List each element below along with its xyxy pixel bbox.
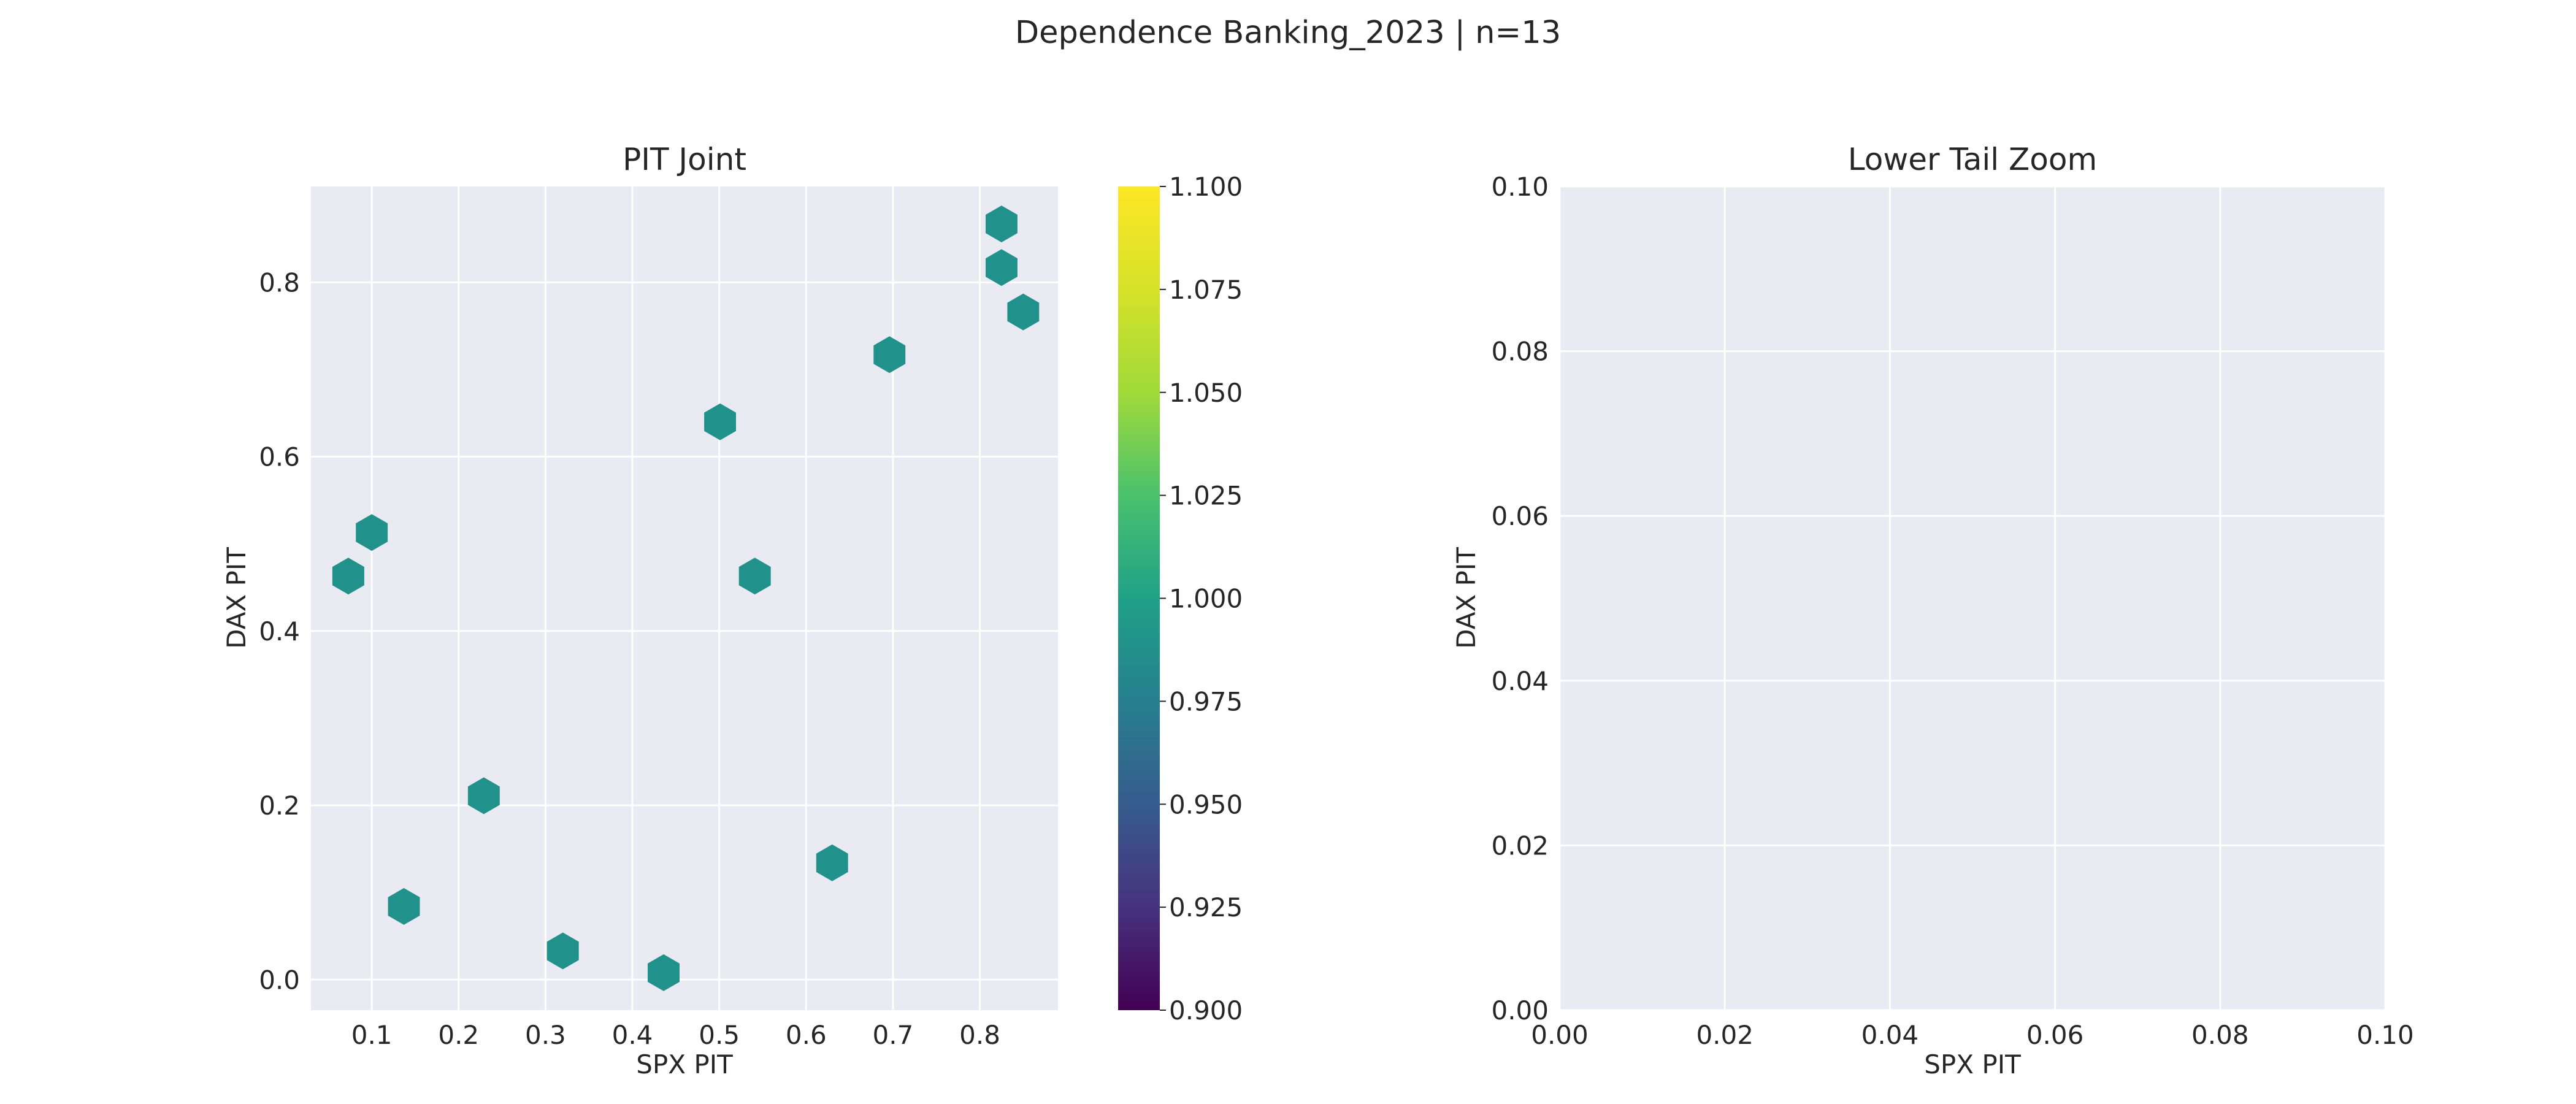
colorbar-tick-label: 1.000: [1169, 584, 1243, 614]
pit-joint-plot-area: [311, 186, 1058, 1010]
hexbin-cell: [873, 336, 906, 374]
left-x-tick-label: 0.2: [438, 1020, 479, 1050]
lower-tail-zoom-plot-area: [1560, 186, 2385, 1010]
right-y-tick-label: 0.08: [1491, 337, 1549, 367]
colorbar-tick-label: 0.975: [1169, 686, 1243, 716]
colorbar-tick-label: 1.100: [1169, 172, 1243, 202]
left-x-tick-label: 0.8: [959, 1020, 1000, 1050]
left-y-tick-label: 0.0: [259, 965, 300, 995]
hexbin-cell: [738, 558, 771, 595]
hexbin-cell: [816, 844, 848, 881]
pit-joint-panel: 0.1 0.2 0.3 0.4 0.5 0.6 0.7 0.8 0.0 0.2 0.4 0.6 0.8…: [221, 142, 1058, 1079]
right-x-tick-label: 0.04: [1861, 1020, 1919, 1050]
left-x-tick-label: 0.4: [612, 1020, 653, 1050]
hexbin-cell: [467, 777, 500, 815]
hexbin-cell: [332, 558, 364, 595]
lower-tail-zoom-x-label: SPX PIT: [1924, 1049, 2021, 1079]
lower-tail-zoom-y-label: DAX PIT: [1451, 547, 1481, 649]
left-y-tick-label: 0.8: [259, 267, 300, 297]
left-x-tick-label: 0.6: [786, 1020, 827, 1050]
left-y-tick-label: 0.4: [259, 616, 300, 646]
lower-tail-zoom-panel: 0.00 0.02 0.04 0.06 0.08 0.10 0.000.020.040.0…: [1451, 142, 2414, 1079]
lower-tail-zoom-grid: [1558, 185, 2386, 1011]
colorbar-ticks: 0.900 0.925 0.950 0.975 1.000 1.025 1.050 1.075…: [1160, 172, 1243, 1025]
colorbar-gradient: [1118, 186, 1160, 1010]
pit-joint-y-ticks: 0.0 0.2 0.4 0.6 0.8: [259, 267, 300, 995]
colorbar-tick-label: 0.925: [1169, 892, 1243, 922]
right-x-tick-label: 0.00: [1531, 1020, 1589, 1050]
pit-joint-x-label: SPX PIT: [636, 1049, 733, 1079]
lower-tail-zoom-y-ticks: 0.00 0.02 0.04 0.06 0.08 0.10: [1491, 172, 1549, 1025]
left-y-tick-label: 0.6: [259, 442, 300, 472]
hexbin-cell: [986, 205, 1018, 243]
hexbin-cell: [356, 514, 388, 551]
left-x-tick-label: 0.1: [351, 1020, 393, 1050]
right-x-tick-label: 0.08: [2191, 1020, 2249, 1050]
right-x-tick-label: 0.02: [1696, 1020, 1754, 1050]
colorbar-tick-label: 1.075: [1169, 275, 1243, 305]
hexbin-cell: [1007, 293, 1040, 331]
colorbar-tick-label: 1.025: [1169, 481, 1243, 511]
lower-tail-zoom-title: Lower Tail Zoom: [1848, 142, 2097, 177]
right-y-tick-label: 0.02: [1491, 830, 1549, 861]
pit-joint-y-label: DAX PIT: [221, 547, 251, 649]
left-x-tick-label: 0.3: [525, 1020, 566, 1050]
lower-tail-zoom-x-ticks: 0.00 0.02 0.04 0.06 0.08 0.10: [1531, 1020, 2414, 1050]
hexbin-cell: [704, 403, 736, 440]
right-y-tick-label: 0.10: [1491, 172, 1549, 202]
colorbar-tick-label: 0.900: [1169, 995, 1243, 1025]
left-x-tick-label: 0.5: [699, 1020, 740, 1050]
pit-joint-title: PIT Joint: [623, 142, 746, 177]
pit-joint-hexbins: [332, 205, 1040, 991]
right-x-tick-label: 0.06: [2026, 1020, 2084, 1050]
hexbin-cell: [986, 249, 1018, 286]
colorbar-tick-label: 1.050: [1169, 378, 1243, 408]
right-y-tick-label: 0.06: [1491, 501, 1549, 531]
left-x-tick-label: 0.7: [873, 1020, 914, 1050]
right-x-tick-label: 0.10: [2356, 1020, 2414, 1050]
colorbar: 0.900 0.925 0.950 0.975 1.000 1.025 1.050 1.075…: [1118, 172, 1243, 1025]
right-y-tick-label: 0.00: [1491, 995, 1549, 1025]
colorbar-tick-label: 0.950: [1169, 789, 1243, 819]
left-y-tick-label: 0.2: [259, 791, 300, 821]
hexbin-cell: [546, 932, 579, 970]
right-y-tick-label: 0.04: [1491, 666, 1549, 696]
figure-suptitle: Dependence Banking_2023 | n=13: [1015, 15, 1561, 51]
hexbin-cell: [388, 887, 420, 925]
pit-joint-x-ticks: 0.1 0.2 0.3 0.4 0.5 0.6 0.7 0.8: [351, 1020, 1000, 1050]
pit-joint-grid: [311, 186, 1058, 1010]
hexbin-cell: [648, 954, 680, 991]
